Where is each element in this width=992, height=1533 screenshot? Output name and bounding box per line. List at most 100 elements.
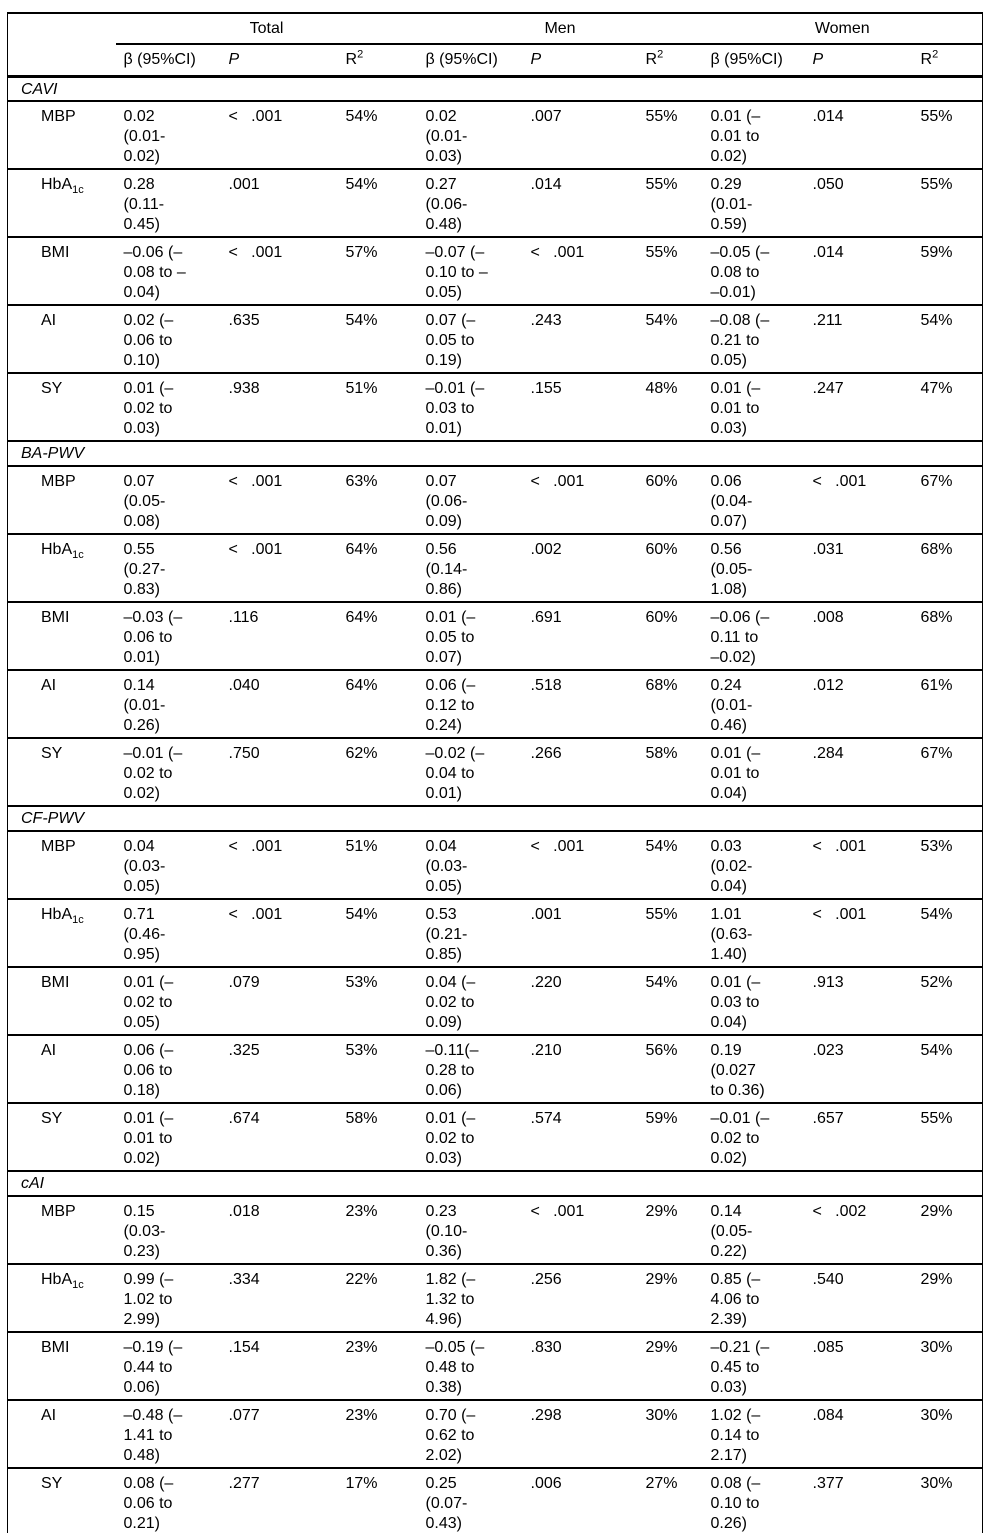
section-header-row: BA-PWV: [7, 441, 983, 467]
r-squared-cell: 54%: [912, 1035, 983, 1104]
r-squared-cell: 51%: [337, 831, 418, 900]
p-value-cell: < .001: [804, 831, 913, 900]
beta-ci-cell: 0.07 (0.06- 0.09): [417, 466, 523, 535]
p-value-cell: < .001: [220, 831, 338, 900]
row-label: AI: [7, 305, 116, 374]
p-value-cell: < .001: [220, 101, 338, 170]
row-label: MBP: [7, 101, 116, 170]
r-squared-cell: 30%: [912, 1332, 983, 1401]
p-value-cell: .014: [804, 237, 913, 306]
r-squared-cell: 54%: [337, 101, 418, 170]
p-value-cell: < .001: [804, 899, 913, 968]
p-value-cell: .040: [220, 670, 338, 739]
row-label-text: MBP: [41, 838, 76, 855]
p-value-cell: < .001: [522, 466, 638, 535]
p-value-cell: .220: [522, 967, 638, 1036]
group-header-total: Total: [115, 13, 418, 45]
row-label-subscript: 1c: [72, 1279, 84, 1292]
p-value-cell: .247: [804, 373, 913, 442]
beta-ci-cell: 0.01 (– 0.01 to 0.02): [702, 101, 805, 170]
p-value-cell: .007: [522, 101, 638, 170]
col-header-r2-total: R2: [337, 44, 418, 78]
r-squared-cell: 54%: [637, 967, 703, 1036]
r-squared-cell: 60%: [637, 466, 703, 535]
p-value-cell: < .001: [220, 534, 338, 603]
p-value-cell: .014: [804, 101, 913, 170]
beta-ci-cell: –0.01 (– 0.02 to 0.02): [115, 738, 221, 807]
r-squared-cell: 29%: [637, 1264, 703, 1333]
p-value-cell: .154: [220, 1332, 338, 1401]
row-label-text: BMI: [41, 244, 70, 261]
r-squared-cell: 55%: [637, 237, 703, 306]
beta-ci-cell: –0.07 (– 0.10 to – 0.05): [417, 237, 523, 306]
r2-base: R: [345, 50, 358, 68]
r-squared-cell: 58%: [637, 738, 703, 807]
beta-ci-cell: –0.06 (– 0.08 to – 0.04): [115, 237, 221, 306]
section-header-row: CF-PWV: [7, 806, 983, 832]
beta-ci-cell: 0.15 (0.03- 0.23): [115, 1196, 221, 1265]
r2-base: R: [645, 50, 658, 68]
row-label-text: BMI: [41, 1339, 70, 1356]
beta-ci-cell: –0.48 (– 1.41 to 0.48): [115, 1400, 221, 1469]
r-squared-cell: 55%: [637, 169, 703, 238]
row-label-text: AI: [41, 312, 57, 329]
row-label-text: AI: [41, 677, 57, 694]
table-row: SY 0.01 (– 0.01 to 0.02) .674 58% 0.01 (– 0.…: [7, 1103, 983, 1172]
p-value-cell: .243: [522, 305, 638, 374]
row-label-subscript: 1c: [72, 914, 84, 927]
r-squared-cell: 60%: [637, 602, 703, 671]
table-row: MBP 0.02 (0.01- 0.02) < .001 54% 0.02 (0.01-…: [7, 101, 983, 170]
r-squared-cell: 23%: [337, 1196, 418, 1265]
row-label-text: SY: [41, 1475, 63, 1492]
r-squared-cell: 61%: [912, 670, 983, 739]
r-squared-cell: 54%: [337, 899, 418, 968]
row-label-text: BMI: [41, 609, 70, 626]
r2-base: R: [920, 50, 933, 68]
r-squared-cell: 64%: [337, 534, 418, 603]
r-squared-cell: 54%: [637, 305, 703, 374]
table-row: AI –0.48 (– 1.41 to 0.48) .077 23% 0.70 (– 0…: [7, 1400, 983, 1469]
r-squared-cell: 62%: [337, 738, 418, 807]
row-label: AI: [7, 1400, 116, 1469]
beta-ci-cell: 0.04 (– 0.02 to 0.09): [417, 967, 523, 1036]
p-value-cell: .012: [804, 670, 913, 739]
row-label: AI: [7, 670, 116, 739]
r2-superscript: 2: [657, 48, 664, 61]
table-row: HbA1c 0.55 (0.27- 0.83) < .001 64% 0.56 (0.1…: [7, 534, 983, 603]
p-value-cell: < .001: [804, 466, 913, 535]
r-squared-cell: 52%: [912, 967, 983, 1036]
p-value-cell: .210: [522, 1035, 638, 1104]
row-label: HbA1c: [7, 899, 116, 968]
table-row: AI 0.14 (0.01- 0.26) .040 64% 0.06 (– 0.12 t…: [7, 670, 983, 739]
p-value-cell: .001: [220, 169, 338, 238]
table-row: BMI –0.19 (– 0.44 to 0.06) .154 23% –0.05 (–…: [7, 1332, 983, 1401]
beta-ci-cell: 0.01 (– 0.02 to 0.05): [115, 967, 221, 1036]
beta-ci-cell: 0.06 (– 0.12 to 0.24): [417, 670, 523, 739]
col-header-p-total: P: [220, 44, 338, 78]
p-value-cell: .085: [804, 1332, 913, 1401]
beta-ci-cell: 0.01 (– 0.01 to 0.03): [702, 373, 805, 442]
col-header-beta-total: β (95%CI): [115, 44, 221, 78]
r-squared-cell: 55%: [637, 101, 703, 170]
p-value-cell: .002: [522, 534, 638, 603]
paper-table-container: Total Men Women β (95%CI) P R2 β (95%CI)…: [7, 12, 992, 1533]
p-value-cell: .635: [220, 305, 338, 374]
table-row: BMI 0.01 (– 0.02 to 0.05) .079 53% 0.04 (– 0…: [7, 967, 983, 1036]
p-value-cell: .938: [220, 373, 338, 442]
beta-ci-cell: –0.19 (– 0.44 to 0.06): [115, 1332, 221, 1401]
p-value-cell: .266: [522, 738, 638, 807]
r-squared-cell: 55%: [637, 899, 703, 968]
p-value-cell: .298: [522, 1400, 638, 1469]
row-label-subscript: 1c: [72, 549, 84, 562]
p-value-cell: < .002: [804, 1196, 913, 1265]
beta-ci-cell: 0.53 (0.21- 0.85): [417, 899, 523, 968]
beta-ci-cell: 0.01 (– 0.05 to 0.07): [417, 602, 523, 671]
beta-ci-cell: 0.23 (0.10- 0.36): [417, 1196, 523, 1265]
r-squared-cell: 60%: [637, 534, 703, 603]
p-value-cell: .256: [522, 1264, 638, 1333]
p-value-cell: < .001: [522, 1196, 638, 1265]
section-header-row: CAVI: [7, 76, 983, 102]
p-value-cell: .050: [804, 169, 913, 238]
beta-ci-cell: –0.08 (– 0.21 to 0.05): [702, 305, 805, 374]
beta-ci-cell: 0.01 (– 0.01 to 0.02): [115, 1103, 221, 1172]
